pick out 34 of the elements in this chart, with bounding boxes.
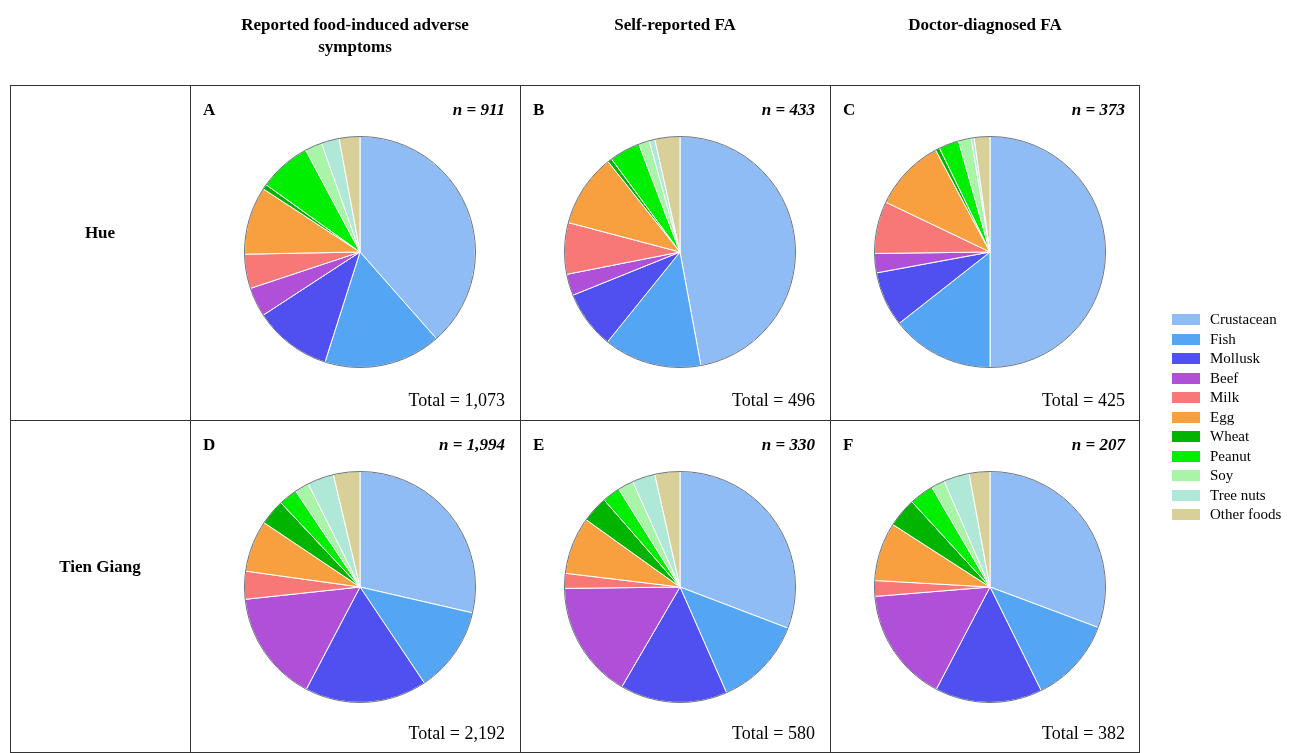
- legend-label: Wheat: [1210, 427, 1250, 446]
- legend-label: Mollusk: [1210, 349, 1261, 368]
- text: D: [203, 435, 216, 455]
- text: Total = 496: [732, 390, 815, 411]
- legend-label: Soy: [1210, 466, 1234, 485]
- legend-label: Peanut: [1210, 446, 1251, 466]
- text: Total = 580: [732, 723, 815, 744]
- legend-label: Tree nuts: [1210, 485, 1266, 505]
- legend-label: Fish: [1210, 329, 1236, 349]
- legend-label: Egg: [1210, 407, 1235, 427]
- text: n = 911: [452, 100, 505, 120]
- legend-label: Other foods: [1210, 505, 1282, 524]
- chart-title: Reported food-induced adverse symptoms: [240, 14, 470, 58]
- text: Total = 2,192: [408, 723, 505, 744]
- text: n = 433: [761, 100, 815, 120]
- chart-title: Self-reported FA: [614, 14, 736, 36]
- text: n = 373: [1071, 100, 1125, 120]
- text: B: [533, 100, 545, 120]
- text: n = 207: [1071, 435, 1125, 455]
- text: A: [203, 100, 216, 120]
- text: Total = 1,073: [408, 390, 505, 411]
- text: F: [843, 435, 854, 455]
- legend-label: Crustacean: [1210, 310, 1277, 329]
- text: Total = 425: [1042, 390, 1125, 411]
- text: n = 330: [761, 435, 815, 455]
- text: n = 1,994: [439, 435, 505, 455]
- text: C: [843, 100, 856, 120]
- text: E: [533, 435, 545, 455]
- legend-label: Milk: [1210, 388, 1240, 407]
- text: Tien Giang: [58, 556, 142, 577]
- text: Total = 382: [1042, 723, 1125, 744]
- text: Hue: [83, 222, 117, 243]
- chart-title: Doctor-diagnosed FA: [908, 14, 1062, 36]
- legend-label: Beef: [1210, 368, 1239, 388]
